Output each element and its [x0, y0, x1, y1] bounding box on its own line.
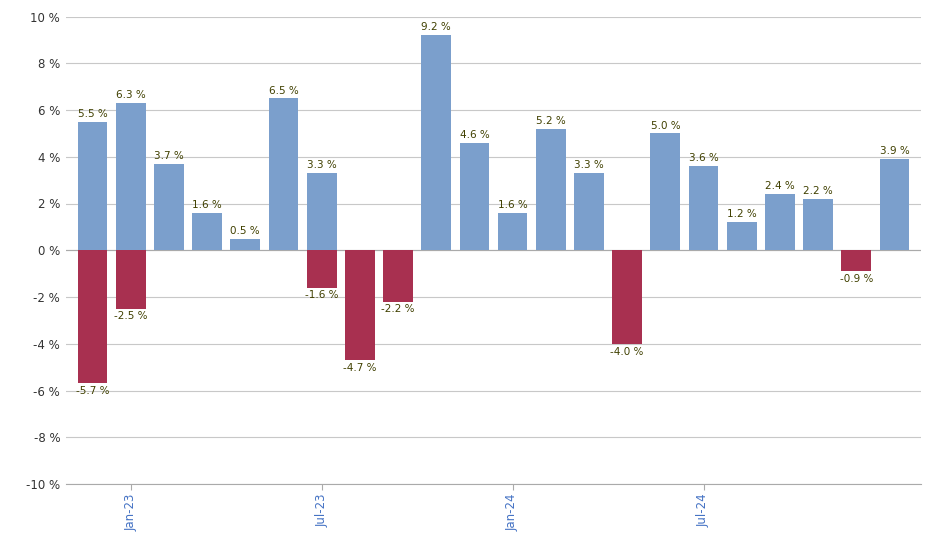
Text: 6.5 %: 6.5 %	[269, 85, 298, 96]
Bar	[497, 213, 527, 250]
Bar	[536, 129, 566, 250]
Text: 5.0 %: 5.0 %	[650, 120, 681, 130]
Text: 3.9 %: 3.9 %	[880, 146, 909, 156]
Bar	[727, 222, 757, 250]
Text: 0.5 %: 0.5 %	[230, 226, 260, 236]
Text: 1.6 %: 1.6 %	[192, 200, 222, 210]
Text: -4.0 %: -4.0 %	[610, 346, 644, 356]
Bar	[154, 164, 184, 250]
Text: -0.9 %: -0.9 %	[839, 274, 873, 284]
Bar	[460, 143, 490, 250]
Bar	[765, 194, 795, 250]
Bar	[78, 250, 107, 383]
Text: 1.6 %: 1.6 %	[497, 200, 527, 210]
Text: 5.2 %: 5.2 %	[536, 116, 566, 126]
Text: -2.5 %: -2.5 %	[114, 311, 148, 322]
Bar	[269, 98, 298, 250]
Bar	[574, 173, 603, 250]
Text: 2.2 %: 2.2 %	[803, 186, 833, 196]
Bar	[421, 35, 451, 250]
Bar	[650, 134, 681, 250]
Bar	[230, 239, 260, 250]
Bar	[345, 250, 375, 360]
Bar	[841, 250, 871, 271]
Bar	[880, 159, 909, 250]
Text: 3.3 %: 3.3 %	[574, 160, 603, 170]
Text: 3.7 %: 3.7 %	[154, 151, 184, 161]
Text: 3.3 %: 3.3 %	[306, 160, 337, 170]
Text: -4.7 %: -4.7 %	[343, 363, 377, 373]
Text: -1.6 %: -1.6 %	[305, 290, 338, 300]
Text: 4.6 %: 4.6 %	[460, 130, 490, 140]
Bar	[384, 250, 413, 301]
Bar	[689, 166, 718, 250]
Bar	[306, 173, 337, 250]
Bar	[306, 250, 337, 288]
Bar	[612, 250, 642, 344]
Text: 5.5 %: 5.5 %	[78, 109, 107, 119]
Bar	[803, 199, 833, 250]
Text: 1.2 %: 1.2 %	[727, 210, 757, 219]
Bar	[192, 213, 222, 250]
Bar	[78, 122, 107, 250]
Text: -5.7 %: -5.7 %	[76, 386, 109, 397]
Bar	[116, 103, 146, 250]
Text: -2.2 %: -2.2 %	[382, 305, 415, 315]
Bar	[116, 250, 146, 309]
Text: 9.2 %: 9.2 %	[421, 23, 451, 32]
Text: 3.6 %: 3.6 %	[689, 153, 718, 163]
Text: 6.3 %: 6.3 %	[116, 90, 146, 100]
Text: 2.4 %: 2.4 %	[765, 182, 795, 191]
